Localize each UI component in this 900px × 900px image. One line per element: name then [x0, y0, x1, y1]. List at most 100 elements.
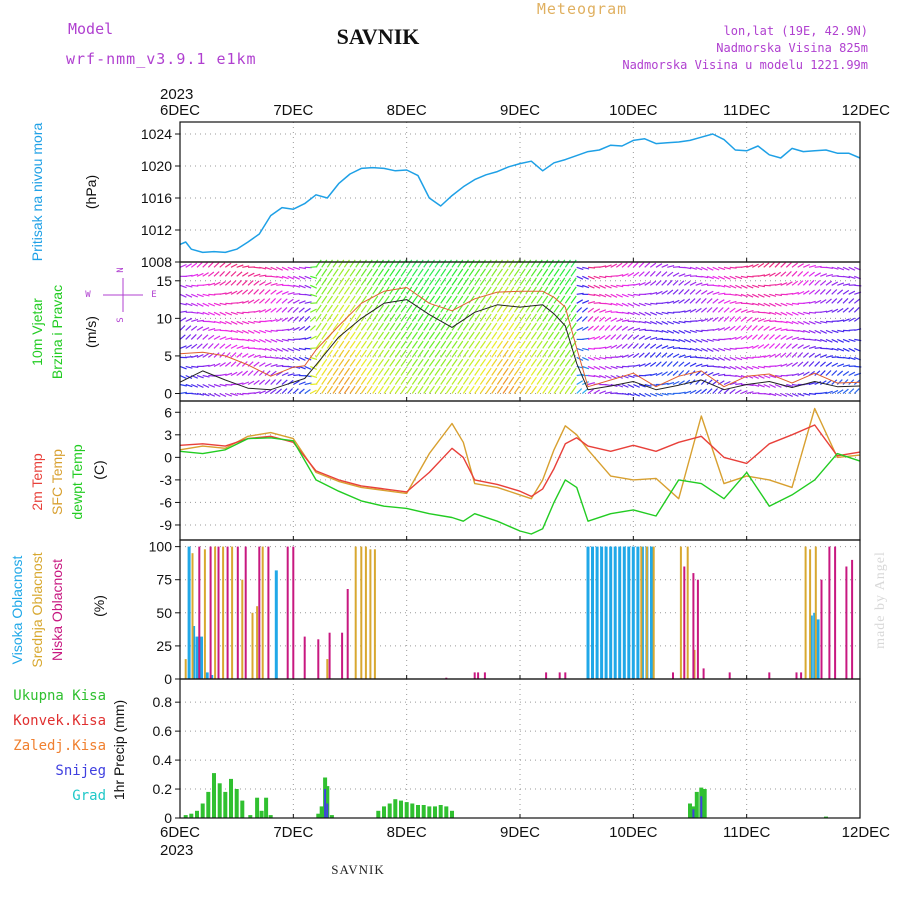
- wind-barb: [650, 311, 658, 316]
- wind-barb: [191, 293, 199, 298]
- wind-barb: [848, 266, 856, 271]
- wind-barb: [797, 352, 804, 358]
- wind-barb: [530, 376, 537, 385]
- wind-barb: [797, 311, 805, 316]
- wind-barb: [803, 344, 810, 349]
- wind-barb: [281, 338, 289, 342]
- wind-barb: [547, 277, 554, 286]
- wind-barb: [491, 268, 498, 277]
- y-tick-label: 100: [149, 539, 173, 555]
- wind-barb: [462, 322, 469, 331]
- wind-barb: [259, 274, 267, 277]
- wind-barb: [644, 383, 652, 387]
- wind-barb: [383, 358, 390, 367]
- wind-barb: [599, 265, 607, 268]
- wind-barb: [462, 295, 469, 304]
- wind-barb: [530, 322, 537, 331]
- wind-barb: [831, 389, 839, 395]
- wind-barb: [740, 365, 748, 370]
- wind-barb: [377, 268, 384, 277]
- total-precip-bar: [259, 810, 264, 818]
- wind-barb: [400, 277, 407, 286]
- wind-barb: [638, 271, 645, 277]
- high-cloud-bar: [636, 546, 640, 679]
- wind-barb: [752, 383, 760, 387]
- wind-barb: [276, 283, 284, 286]
- wind-barb: [423, 376, 430, 385]
- wind-barb: [559, 268, 566, 277]
- wind-barb: [360, 376, 367, 385]
- wind-barb: [372, 376, 379, 385]
- y-tick-label: -9: [160, 517, 173, 533]
- wind-barb: [196, 293, 204, 298]
- wind-barb: [411, 358, 418, 367]
- wind-barb: [638, 383, 646, 388]
- low-cloud-bar: [328, 632, 331, 679]
- wind-barb: [258, 370, 265, 376]
- wind-barb: [185, 356, 193, 358]
- low-cloud-bar: [226, 546, 229, 679]
- wind-barb: [786, 281, 793, 286]
- wind-barb: [661, 345, 669, 349]
- temp2m-line: [179, 424, 861, 498]
- wind-barb: [740, 356, 748, 360]
- wind-barb: [474, 313, 481, 322]
- high-cloud-bar: [627, 546, 631, 679]
- wind-barb: [706, 388, 713, 394]
- wind-barb: [474, 286, 481, 295]
- total-precip-bar: [200, 803, 205, 818]
- wind-barb: [706, 266, 714, 271]
- wind-barb: [372, 268, 379, 277]
- wind-barb: [338, 304, 345, 313]
- wind-barb: [587, 275, 595, 280]
- wind-barb: [661, 271, 668, 277]
- wind-barb: [275, 307, 282, 313]
- wind-barb: [774, 261, 781, 268]
- wind-barb: [508, 268, 515, 277]
- wind-barb: [802, 352, 809, 358]
- wind-barb: [287, 373, 295, 377]
- wind-barb: [768, 343, 775, 349]
- wind-barb: [468, 385, 475, 394]
- wind-barb: [632, 334, 640, 340]
- legend-conv: Konvek.Kisa: [13, 713, 106, 729]
- wind-barb: [598, 325, 605, 331]
- wind-barb: [213, 320, 221, 324]
- wind-barb: [814, 370, 821, 376]
- wind-barb: [213, 343, 220, 349]
- wind-barb: [496, 259, 503, 268]
- wind-barb: [542, 268, 549, 277]
- wind-barb: [496, 322, 503, 331]
- wind-barb: [582, 275, 589, 280]
- wind-barb: [734, 316, 741, 322]
- wind-barb: [615, 334, 622, 340]
- wind-barb: [270, 388, 277, 394]
- wind-barb: [202, 293, 210, 297]
- wind-barb: [757, 262, 765, 268]
- wind-barb: [825, 274, 833, 277]
- wind-barb: [627, 343, 634, 349]
- wind-barb: [428, 313, 435, 322]
- wind-barb: [621, 319, 630, 322]
- precip-panel: 00.20.40.60.8: [153, 678, 861, 826]
- wind-barb: [372, 331, 379, 340]
- wind-barb: [360, 340, 367, 349]
- wind-barb: [508, 286, 515, 295]
- wind-barb: [780, 392, 788, 397]
- wind-barb: [513, 376, 520, 385]
- mid-cloud-bar: [693, 649, 696, 679]
- wind-barb: [740, 325, 747, 331]
- wind-barb: [457, 385, 464, 394]
- wind-barb: [298, 388, 305, 394]
- wind-barb: [729, 266, 737, 269]
- wind-barb: [661, 361, 668, 367]
- wind-barb: [599, 293, 607, 298]
- wind-barb: [468, 349, 475, 358]
- wind-barb: [281, 388, 288, 394]
- mid-cloud-bar: [804, 546, 807, 679]
- wind-barb: [536, 331, 543, 340]
- wind-barb: [769, 374, 777, 379]
- wind-barb: [740, 316, 747, 322]
- wind-barb: [185, 365, 193, 369]
- wind-barb: [366, 268, 373, 277]
